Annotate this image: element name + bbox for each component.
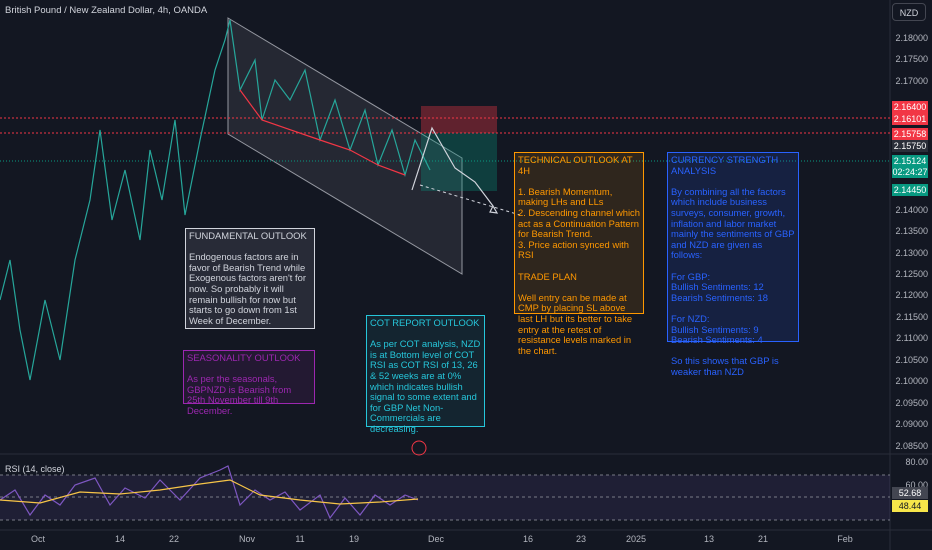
rsi-label: 60.00 [905, 480, 928, 490]
note-group: As per COT analysis, NZD is at Bottom le… [370, 338, 481, 434]
note-line: TRADE PLAN [518, 270, 577, 282]
price-label: 2.11500 [896, 311, 928, 322]
note-group: Well entry can be made at CMP by placing… [518, 291, 640, 357]
note-title: FUNDAMENTAL OUTLOOK [189, 230, 307, 241]
note-group: For GBP: Bullish Sentiments: 12 Bearish Se… [671, 270, 795, 304]
price-badge: 2.15750 [892, 139, 928, 152]
time-label: 23 [575, 534, 587, 544]
text-note: CURRENCY STRENGTH ANALYSIS By combining a… [667, 152, 799, 377]
projection-arrow [411, 126, 499, 214]
note-line: By combining all the factors which inclu… [671, 185, 795, 261]
text-note: TECHNICAL OUTLOOK AT 4H 1. Bearish Moment… [514, 152, 644, 355]
target-zone [421, 133, 497, 191]
note-group: Endogenous factors are in favor of Beari… [189, 251, 311, 326]
price-label: 2.09000 [895, 419, 928, 430]
text-note: SEASONALITY OUTLOOK As per the seasonals,… [183, 350, 315, 416]
price-label: 2.12500 [895, 268, 928, 279]
time-label: Nov [238, 534, 256, 544]
note-line: As per COT analysis, NZD is at Bottom le… [370, 338, 481, 434]
price-label: 2.13000 [895, 247, 928, 258]
rsi-label: 80.00 [905, 457, 928, 467]
price-label: 2.08500 [895, 440, 928, 451]
note-group: As per the seasonals, GBPNZD is Bearish … [187, 373, 311, 416]
rsi-badge: 48.44 [892, 500, 928, 513]
note-line: Well entry can be made at CMP by placing… [518, 291, 633, 356]
note-group: TRADE PLAN [518, 270, 640, 283]
price-label: 2.13500 [895, 226, 928, 237]
time-label: 19 [348, 534, 360, 544]
price-label: 2.14000 [895, 204, 928, 215]
price-badge: 2.16400 [892, 100, 928, 113]
note-group: By combining all the factors which inclu… [671, 185, 795, 261]
text-note: FUNDAMENTAL OUTLOOK Endogenous factors ar… [185, 228, 315, 329]
rsi-title: RSI (14, close) [5, 464, 65, 474]
price-badge: 2.14450 [892, 184, 928, 197]
note-line: Bearish Sentiments: 4 [671, 334, 763, 346]
time-label: 2025 [625, 534, 647, 544]
time-label: 13 [703, 534, 715, 544]
note-line: Bullish Sentiments: 12 [671, 281, 764, 293]
note-line: For GBP: [671, 270, 711, 282]
countdown: 02:24:27 [892, 165, 928, 178]
note-line: Endogenous factors are in favor of Beari… [189, 251, 306, 326]
note-title: TECHNICAL OUTLOOK AT 4H [518, 154, 633, 176]
note-title: CURRENCY STRENGTH ANALYSIS [671, 154, 779, 176]
note-group: So this shows that GBP is weaker than NZ… [671, 355, 795, 377]
text-note: COT REPORT OUTLOOK As per COT analysis, N… [366, 315, 485, 434]
note-line: 2. Descending channel which act as a Con… [518, 206, 640, 240]
note-line: As per the seasonals, GBPNZD is Bearish … [187, 373, 292, 416]
price-label: 2.12000 [895, 290, 928, 301]
time-label: 22 [168, 534, 180, 544]
rsi-ma-line [0, 479, 419, 505]
note-line: So this shows that GBP is weaker than NZ… [671, 355, 779, 377]
descending-channel [227, 17, 463, 275]
price-label: 2.10500 [895, 354, 928, 365]
time-label: Feb [837, 534, 853, 544]
price-badge: 2.16101 [892, 113, 928, 126]
note-title: COT REPORT OUTLOOK [370, 317, 480, 328]
price-path-down [239, 89, 406, 176]
price-label: 2.18000 [895, 33, 928, 43]
price-path [0, 19, 431, 381]
rsi-badge: 52.68 [892, 487, 928, 500]
price-badge: 2.15758 [892, 128, 928, 141]
note-group: For NZD: Bullish Sentiments: 9 Bearish Sen… [671, 312, 795, 346]
time-label: 21 [757, 534, 769, 544]
price-label: 2.17500 [895, 54, 928, 65]
stop-zone [421, 106, 497, 133]
event-icon[interactable] [411, 440, 427, 456]
price-label: 2.11000 [896, 333, 928, 344]
price-label: 2.17000 [895, 75, 928, 86]
note-line: 1. Bearish Momentum, making LHs and LLs [518, 185, 613, 208]
note-line: 3. Price action synced with RSI [518, 238, 629, 261]
price-label: 2.09500 [895, 397, 928, 408]
currency-button[interactable]: NZD [892, 3, 926, 21]
time-label: 14 [114, 534, 126, 544]
note-line: For NZD: [671, 312, 710, 324]
note-line: Bullish Sentiments: 9 [671, 323, 759, 335]
time-label: Oct [30, 534, 46, 544]
symbol-title: British Pound / New Zealand Dollar, 4h, … [5, 5, 208, 16]
price-label: 2.10000 [895, 376, 928, 387]
note-group: 1. Bearish Momentum, making LHs and LLs 2… [518, 185, 640, 261]
time-label: 16 [522, 534, 534, 544]
note-title: SEASONALITY OUTLOOK [187, 352, 301, 363]
time-label: Dec [427, 534, 445, 544]
price-badge: 2.15124 [892, 155, 928, 168]
time-label: 11 [295, 534, 305, 544]
note-line: Bearish Sentiments: 18 [671, 291, 768, 303]
